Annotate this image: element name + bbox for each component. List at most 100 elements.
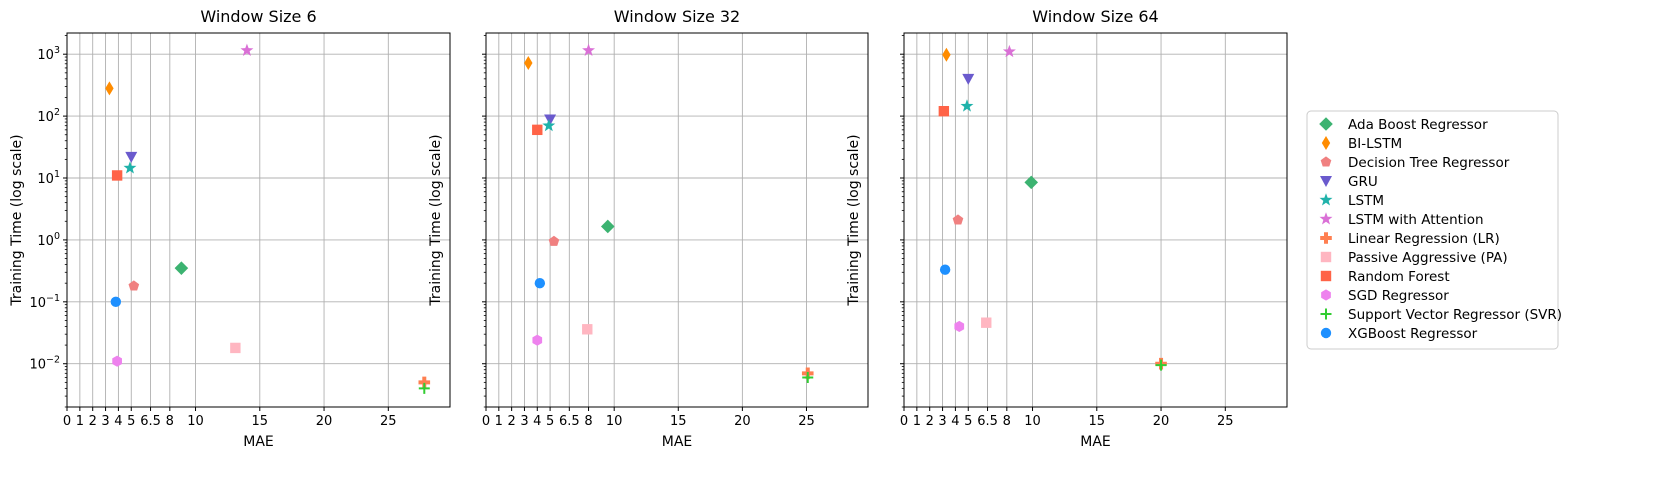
- legend-item-support-vector-regressor-svr: Support Vector Regressor (SVR): [1320, 307, 1562, 323]
- x-tick-label: 3: [520, 414, 528, 429]
- x-tick-label: 2: [926, 414, 934, 429]
- point-xgboost-regressor: [534, 277, 546, 289]
- legend-marker-ada-boost-regressor: [1319, 117, 1333, 131]
- legend-label: Decision Tree Regressor: [1348, 155, 1510, 171]
- x-tick-label: 0: [63, 414, 71, 429]
- point-ada-boost-regressor: [1024, 175, 1039, 190]
- chart-title: Window Size 32: [614, 7, 740, 26]
- point-random-forest: [111, 170, 123, 181]
- x-tick-label: 25: [1217, 414, 1234, 429]
- chart-title: Window Size 6: [200, 7, 316, 26]
- point-passive-aggressive-pa: [981, 317, 992, 328]
- x-axis-label: MAE: [662, 434, 693, 450]
- legend: Ada Boost Regressor BI-LSTM Decision Tree …: [1306, 110, 1562, 350]
- x-tick-label: 25: [798, 414, 815, 429]
- point-lstm-with-attention: [582, 43, 596, 56]
- point-support-vector-regressor-svr: [802, 371, 814, 383]
- x-tick-label: 3: [101, 414, 109, 429]
- x-tick-label: 4: [114, 414, 122, 429]
- x-tick-label: 25: [380, 414, 397, 429]
- legend-label: SGD Regressor: [1348, 288, 1449, 304]
- x-tick-label: 0: [900, 414, 908, 429]
- x-tick-label: 8: [1003, 414, 1011, 429]
- scatter-panel-2: 0 1 2 3 4 5 6.5 8 10 15 20 25 Window Size 32 MAE Train…: [428, 7, 869, 450]
- x-tick-label: 15: [670, 414, 687, 429]
- legend-label: Support Vector Regressor (SVR): [1348, 307, 1562, 323]
- y-axis-label: Training Time (log scale): [428, 134, 444, 306]
- point-sgd-regressor: [954, 320, 965, 333]
- legend-label: BI-LSTM: [1348, 136, 1402, 152]
- x-tick-label: 6.5: [559, 414, 580, 429]
- scatter-panel-3: 0 1 2 3 4 5 6.5 8 10 15 20 25 Window Size 64 MAE Train…: [846, 7, 1288, 450]
- point-decision-tree-regressor: [952, 214, 964, 225]
- scatter-panel-1: 0 1 2 3 4 5 6.5 8 10 15 20 25 10−2 10−1 100 101 102 103 Wi…: [9, 7, 451, 450]
- point-sgd-regressor: [532, 334, 543, 346]
- x-tick-label: 4: [533, 414, 541, 429]
- legend-item-passive-aggressive-pa: Passive Aggressive (PA): [1320, 250, 1508, 266]
- point-ada-boost-regressor: [600, 219, 615, 234]
- legend-item-random-forest: Random Forest: [1320, 269, 1450, 285]
- legend-item-linear-regression-lr: Linear Regression (LR): [1320, 231, 1500, 247]
- x-tick-label: 1: [913, 414, 921, 429]
- point-bi-lstm: [524, 56, 533, 71]
- y-tick-label: 101: [37, 169, 60, 187]
- y-tick-label: 10−1: [29, 293, 60, 311]
- legend-label: Linear Regression (LR): [1348, 231, 1500, 247]
- chart-title: Window Size 64: [1032, 7, 1158, 26]
- x-tick-label: 5: [546, 414, 554, 429]
- point-ada-boost-regressor: [174, 261, 189, 275]
- x-tick-label: 10: [606, 414, 623, 429]
- legend-marker-lstm-with-attention: [1319, 212, 1333, 225]
- legend-label: LSTM: [1348, 193, 1384, 209]
- point-bi-lstm: [105, 81, 114, 96]
- legend-item-bi-lstm: BI-LSTM: [1321, 136, 1402, 152]
- point-lstm: [960, 99, 974, 112]
- x-tick-label: 10: [187, 414, 204, 429]
- x-tick-label: 8: [584, 414, 592, 429]
- point-random-forest: [532, 124, 543, 136]
- plot-frame: [485, 32, 869, 408]
- y-tick-label: 103: [37, 45, 60, 63]
- point-lstm: [123, 161, 137, 174]
- point-lstm-with-attention: [1002, 44, 1016, 58]
- point-sgd-regressor: [112, 355, 122, 367]
- point-lstm-with-attention: [240, 43, 254, 56]
- legend-marker-passive-aggressive-pa: [1320, 251, 1332, 263]
- x-tick-label: 5: [127, 414, 135, 429]
- x-axis-label: MAE: [1080, 434, 1111, 450]
- point-gru: [962, 73, 975, 85]
- y-tick-label: 10−2: [29, 355, 60, 373]
- point-xgboost-regressor: [939, 264, 951, 275]
- legend-frame: [1306, 110, 1559, 350]
- point-passive-aggressive-pa: [230, 342, 241, 354]
- x-tick-label: 3: [938, 414, 946, 429]
- legend-label: Passive Aggressive (PA): [1348, 250, 1508, 266]
- y-axis-label: Training Time (log scale): [846, 134, 862, 306]
- x-tick-label: 20: [316, 414, 333, 429]
- plot-frame: [66, 32, 451, 408]
- x-tick-label: 10: [1024, 414, 1041, 429]
- legend-label: GRU: [1348, 174, 1378, 190]
- point-linear-regression-lr: [418, 376, 431, 389]
- legend-marker-lstm: [1319, 193, 1333, 206]
- point-passive-aggressive-pa: [582, 324, 593, 335]
- legend-marker-linear-regression-lr: [1320, 232, 1332, 244]
- x-tick-label: 8: [166, 414, 174, 429]
- point-lstm: [542, 118, 556, 132]
- point-gru: [544, 114, 557, 126]
- x-tick-label: 2: [507, 414, 515, 429]
- x-tick-label: 1: [495, 414, 503, 429]
- x-tick-label: 6.5: [140, 414, 161, 429]
- x-tick-label: 15: [252, 414, 269, 429]
- legend-item-lstm: LSTM: [1319, 193, 1384, 209]
- x-tick-label: 20: [1153, 414, 1170, 429]
- x-tick-label: 4: [951, 414, 959, 429]
- x-axis-label: MAE: [243, 434, 274, 450]
- legend-item-lstm-with-attention: LSTM with Attention: [1319, 212, 1484, 228]
- point-xgboost-regressor: [110, 296, 122, 308]
- legend-marker-sgd-regressor: [1321, 289, 1331, 301]
- legend-label: LSTM with Attention: [1348, 212, 1484, 228]
- y-tick-label: 100: [37, 231, 60, 249]
- legend-marker-bi-lstm: [1321, 136, 1331, 150]
